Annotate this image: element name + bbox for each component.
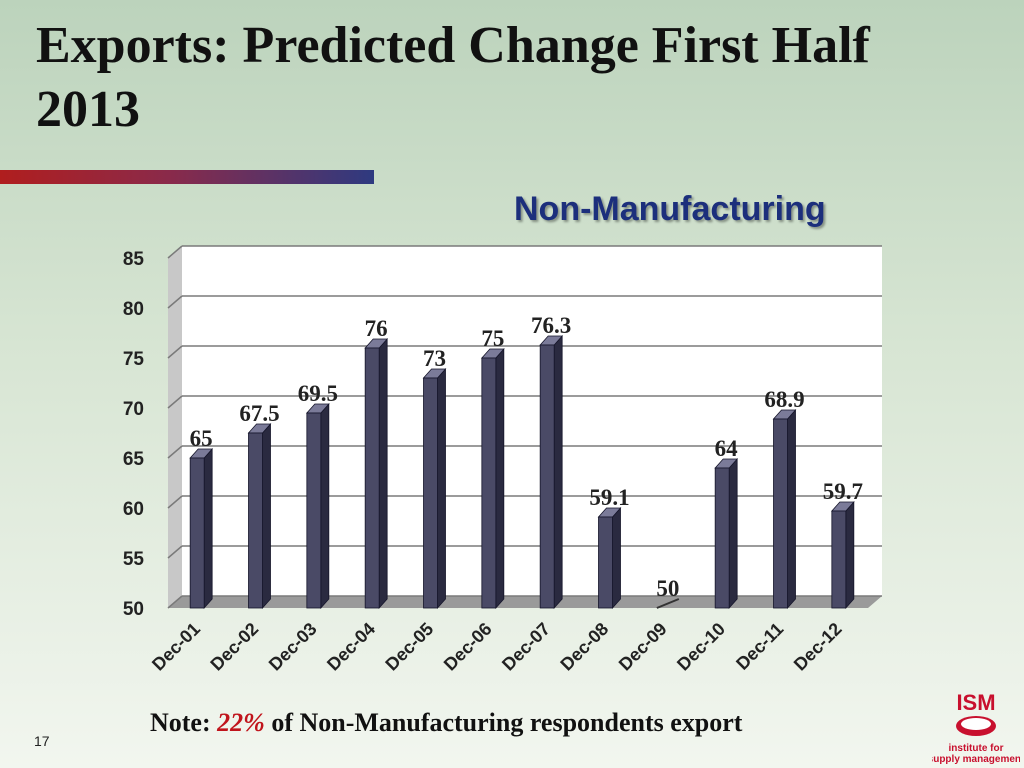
x-tick-label: Dec-04 — [323, 619, 379, 675]
data-label: 69.5 — [298, 381, 338, 406]
logo-line1: institute for — [949, 743, 1004, 754]
slide-title: Exports: Predicted Change First Half 201… — [36, 17, 870, 138]
data-label: 65 — [190, 426, 213, 451]
chart-back-wall — [182, 246, 882, 596]
bar — [773, 418, 788, 609]
bar — [598, 516, 613, 609]
y-tick-label: 50 — [123, 599, 144, 620]
x-tick-label: Dec-10 — [673, 619, 729, 675]
y-tick-label: 70 — [123, 399, 144, 420]
bar-side — [553, 334, 563, 610]
data-label: 64 — [715, 436, 739, 461]
x-tick-label: Dec-03 — [265, 619, 321, 675]
bar-side — [262, 422, 271, 610]
x-tick-label: Dec-12 — [790, 619, 846, 675]
bar-chart: 50 55 60 65 70 75 80 85 65 Dec-01 67.5 Dec-02 69.5 De… — [123, 245, 882, 675]
note-percent: 22% — [217, 708, 265, 737]
bar — [481, 357, 497, 609]
data-label: 68.9 — [764, 387, 804, 412]
y-tick-label: 60 — [123, 499, 144, 520]
x-tick-label: Dec-11 — [732, 619, 787, 674]
bar — [306, 412, 322, 609]
gridline-side — [167, 345, 183, 359]
title-accent-bar — [0, 170, 374, 184]
data-label: 67.5 — [239, 401, 279, 426]
gridline-side — [167, 595, 183, 609]
note-suffix: of Non-Manufacturing respondents export — [271, 708, 743, 737]
logo-line2: supply management — [932, 754, 1020, 765]
y-tick-label: 85 — [123, 249, 145, 270]
bar — [656, 598, 680, 609]
bar — [364, 347, 380, 609]
footnote: Note: 22% of Non-Manufacturing responden… — [150, 708, 742, 738]
data-label: 50 — [656, 576, 679, 601]
gridline-side — [167, 395, 183, 409]
x-tick-label: Dec-09 — [615, 619, 671, 675]
ism-logo: ISM institute for supply management — [932, 690, 1020, 765]
bar — [423, 377, 438, 609]
bar — [539, 344, 555, 609]
gridline-side — [167, 445, 183, 459]
bar-side — [203, 447, 213, 610]
data-label: 59.1 — [589, 485, 629, 510]
x-tick-label: Dec-05 — [381, 619, 437, 675]
y-tick-label: 55 — [123, 549, 145, 570]
bar — [189, 457, 205, 609]
gridline-side — [167, 295, 183, 309]
bar-side — [612, 506, 621, 610]
data-label: 76.3 — [531, 313, 571, 338]
x-tick-label: Dec-01 — [148, 619, 204, 675]
bar-side — [845, 500, 855, 610]
x-tick-label: Dec-08 — [556, 619, 612, 675]
bar-side — [495, 347, 505, 610]
logo-brand: ISM — [956, 690, 995, 715]
gridline-side — [167, 245, 183, 259]
bar-side — [728, 457, 738, 610]
y-tick-label: 80 — [123, 299, 144, 320]
gridline-side — [167, 545, 183, 559]
data-label: 59.7 — [823, 479, 863, 504]
x-tick-label: Dec-06 — [440, 619, 496, 675]
bar-side — [437, 367, 446, 610]
bar-side — [787, 408, 796, 610]
data-label: 75 — [481, 326, 504, 351]
data-label: 73 — [423, 346, 446, 371]
bar-side — [378, 337, 388, 610]
y-tick-label: 75 — [123, 349, 145, 370]
bar — [714, 467, 730, 609]
bar — [831, 510, 847, 609]
y-tick-label: 65 — [123, 449, 145, 470]
note-prefix: Note: — [150, 708, 211, 737]
x-tick-label: Dec-07 — [498, 619, 554, 675]
data-label: 76 — [365, 316, 388, 341]
bar-side — [320, 402, 330, 610]
chart-side-wall — [168, 246, 182, 608]
chart-title: Non-Manufacturing — [514, 190, 826, 228]
page-number: 17 — [34, 733, 50, 749]
chart-floor — [168, 596, 882, 608]
gridline-side — [167, 495, 183, 509]
bar — [248, 432, 263, 609]
x-tick-label: Dec-02 — [206, 619, 262, 675]
